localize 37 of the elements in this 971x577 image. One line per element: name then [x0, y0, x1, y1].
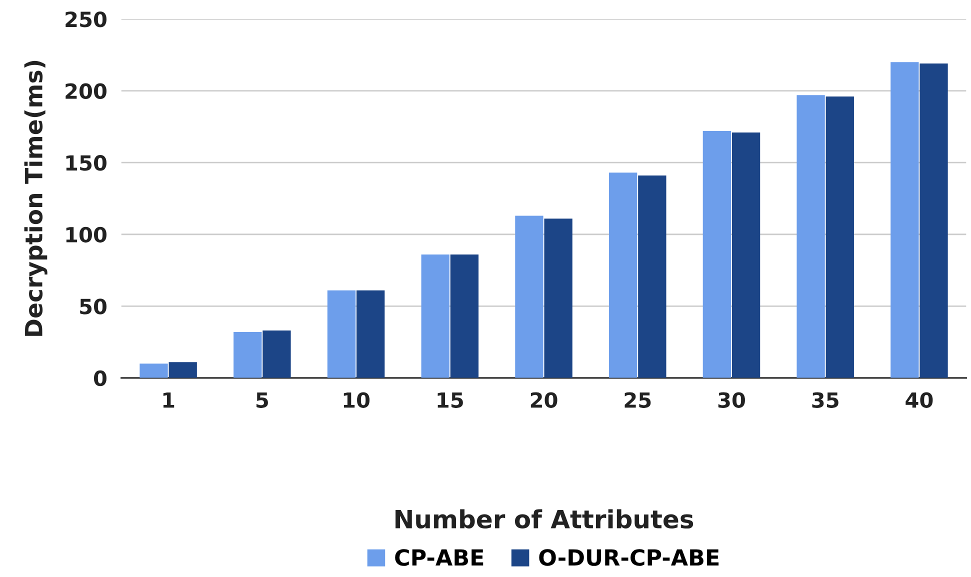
bar	[826, 96, 854, 378]
bar	[140, 364, 168, 378]
bar	[450, 254, 479, 378]
bar	[234, 332, 262, 378]
legend-label: O-DUR-CP-ABE	[539, 549, 719, 566]
x-tick-label: 20	[530, 392, 558, 408]
bar	[702, 131, 732, 378]
bar	[421, 254, 450, 378]
x-tick-label: 40	[906, 392, 933, 408]
bar	[356, 290, 385, 378]
y-tick-label: 200	[66, 83, 106, 100]
x-axis-title: Number of Attributes	[396, 509, 694, 529]
y-axis-title: Decryption Time(ms)	[24, 60, 48, 336]
y-tick-label: 250	[66, 11, 106, 28]
bar	[608, 172, 638, 378]
x-tick-label: 10	[344, 392, 370, 408]
bar	[515, 216, 544, 378]
y-tick-label: 50	[80, 298, 106, 314]
x-tick-label: 15	[438, 392, 463, 408]
x-tick-label: 35	[812, 392, 838, 408]
y-tick-label: 150	[66, 155, 106, 171]
x-tick-label: 5	[256, 392, 268, 408]
bar	[544, 218, 572, 378]
bar	[168, 362, 197, 378]
bar	[327, 290, 356, 378]
bar	[920, 64, 948, 378]
bar	[796, 95, 825, 378]
y-tick-label: 0	[94, 370, 106, 386]
y-tick-label: 100	[66, 226, 106, 243]
x-tick-label: 1	[163, 392, 174, 408]
bar	[638, 176, 666, 378]
x-tick-label: 25	[624, 392, 651, 408]
x-tick-label: 30	[718, 392, 745, 408]
legend-label: CP-ABE	[395, 549, 484, 566]
bar	[890, 62, 919, 378]
bar	[732, 132, 760, 378]
bar	[262, 330, 291, 378]
